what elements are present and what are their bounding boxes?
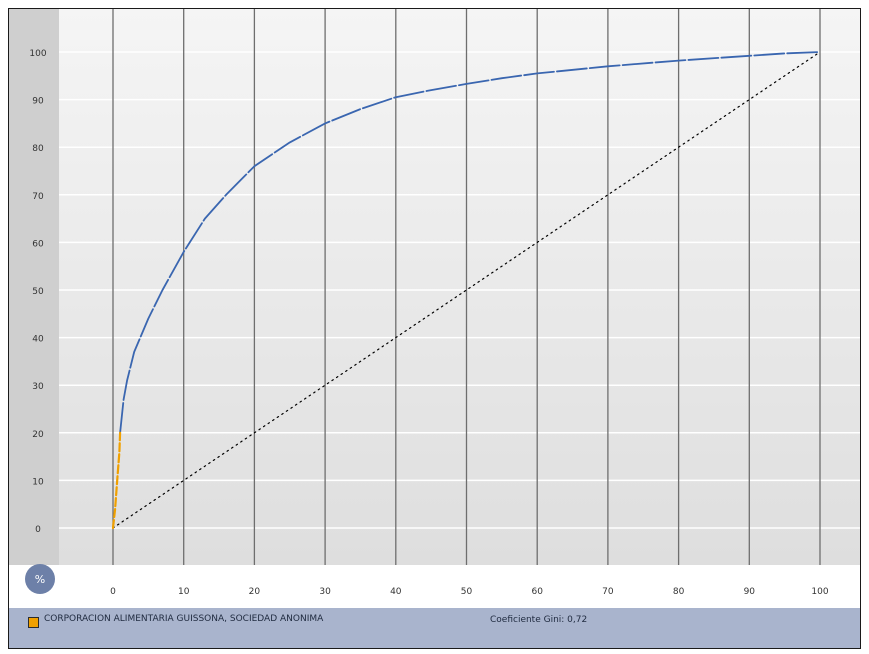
y-tick-label: 80 — [32, 144, 44, 154]
x-tick-label: 90 — [744, 587, 756, 597]
y-tick-label: 60 — [32, 239, 44, 249]
y-tick-label: 10 — [32, 477, 44, 487]
plot-background — [59, 9, 860, 565]
x-tick-label: 50 — [461, 587, 473, 597]
x-tick-label: 100 — [811, 587, 828, 597]
x-tick-label: 40 — [390, 587, 402, 597]
y-tick-label: 40 — [32, 335, 44, 345]
x-tick-label: 10 — [178, 587, 190, 597]
x-tick-label: 70 — [602, 587, 614, 597]
x-tick-label: 80 — [673, 587, 685, 597]
legend-series-label: CORPORACION ALIMENTARIA GUISSONA, SOCIED… — [44, 614, 324, 624]
unit-badge-label: % — [35, 573, 45, 586]
equality-line — [112, 51, 821, 529]
y-axis-band — [9, 9, 59, 565]
lorenz-segment-highlight — [111, 431, 122, 530]
legend-bar: CORPORACION ALIMENTARIA GUISSONA, SOCIED… — [9, 608, 860, 648]
y-tick-label: 50 — [32, 287, 44, 297]
x-tick-label: 0 — [110, 587, 116, 597]
x-tick-label: 60 — [531, 587, 543, 597]
y-tick-label: 20 — [32, 430, 44, 440]
y-tick-label: 90 — [32, 97, 44, 107]
x-tick-label: 20 — [249, 587, 261, 597]
lorenz-curve — [119, 51, 821, 434]
x-tick-label: 30 — [319, 587, 331, 597]
y-tick-label: 0 — [35, 525, 41, 535]
gini-coefficient-label: Coeficiente Gini: 0,72 — [490, 615, 588, 625]
legend-swatch — [28, 617, 39, 628]
y-tick-label: 70 — [32, 192, 44, 202]
y-tick-label: 30 — [32, 382, 44, 392]
y-tick-label: 100 — [29, 49, 46, 59]
unit-badge — [25, 564, 55, 594]
